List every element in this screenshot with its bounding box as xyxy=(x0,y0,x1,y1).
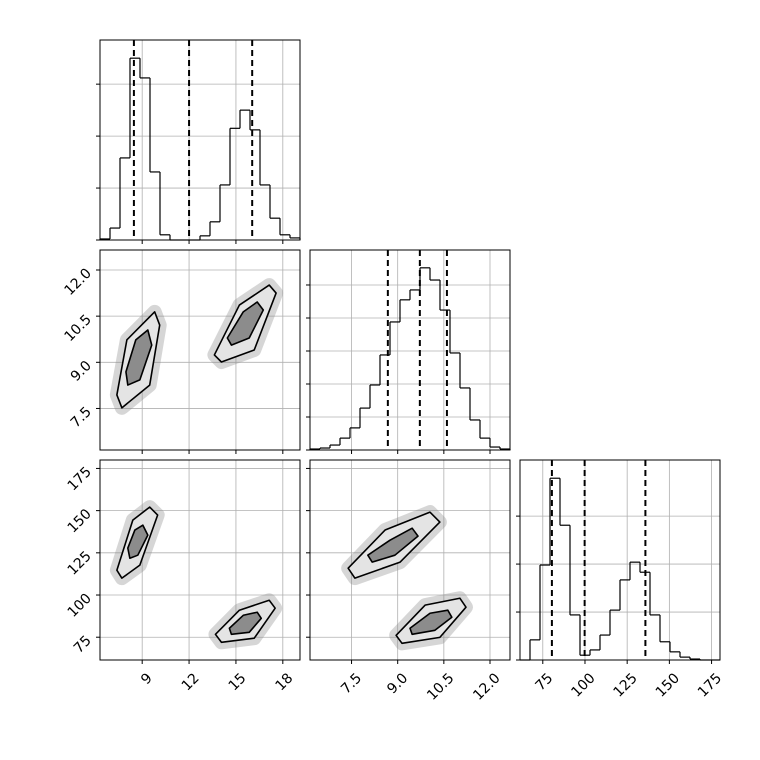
panel-frame xyxy=(99,459,301,661)
panel-frame xyxy=(309,249,511,451)
density-contour xyxy=(127,524,149,560)
panel-frame xyxy=(99,39,301,241)
density-contour xyxy=(228,611,263,636)
density-contour xyxy=(367,527,419,563)
panel-frame xyxy=(519,459,721,661)
density-contour xyxy=(125,329,153,386)
panel-frame xyxy=(99,249,301,451)
density-contour xyxy=(409,609,453,636)
panel-frame xyxy=(309,459,511,661)
density-contour xyxy=(226,301,265,346)
